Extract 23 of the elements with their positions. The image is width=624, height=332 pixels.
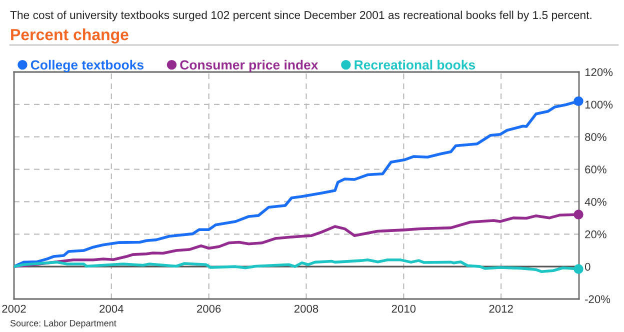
x-tick-label: 2012: [489, 304, 513, 313]
legend-label: Recreational books: [354, 60, 476, 70]
y-tick-label: 60%: [585, 166, 606, 174]
y-tick-label: 20%: [585, 230, 606, 238]
point: [574, 96, 584, 106]
point: [574, 210, 584, 220]
x-tick-label: 2010: [392, 304, 416, 313]
source-note: Source: Labor Department: [10, 320, 116, 328]
y-tick-label: 100%: [585, 100, 613, 109]
y-tick-label: -20%: [585, 295, 610, 304]
y-tick-label: 120%: [585, 68, 613, 76]
legend-label: Consumer price index: [180, 60, 318, 72]
y-tick-label: 0: [584, 262, 590, 271]
legend-label: College textbooks: [30, 60, 144, 72]
x-tick-label: 2002: [2, 304, 26, 313]
y-tick-label: 80%: [585, 133, 606, 141]
x-tick-label: 2006: [197, 304, 221, 313]
chart-title: The cost of university textbooks surged 102 percent since December 2001 as recreational books fell by 1.5 percent.: [10, 10, 592, 22]
chart-subtitle: Percent change: [11, 28, 128, 44]
x-tick-label: 2008: [294, 304, 318, 313]
y-tick-label: 40%: [584, 198, 606, 206]
x-tick-label: 2004: [100, 304, 124, 313]
point: [574, 264, 584, 274]
